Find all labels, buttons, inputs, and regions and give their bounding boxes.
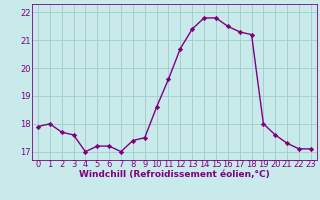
X-axis label: Windchill (Refroidissement éolien,°C): Windchill (Refroidissement éolien,°C) [79,170,270,179]
